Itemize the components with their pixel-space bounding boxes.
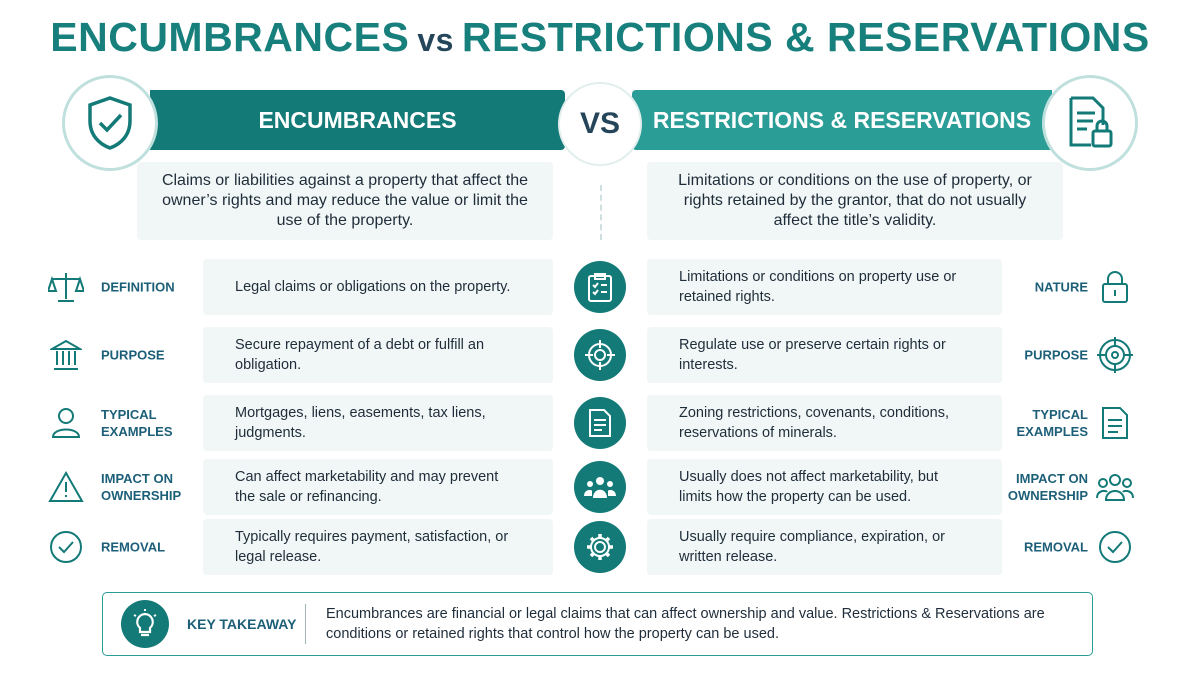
right-banner: RESTRICTIONS & RESERVATIONS (632, 90, 1052, 150)
row-left-text: Secure repayment of a debt or fulfill an… (203, 327, 553, 383)
row-right-icon (1096, 336, 1134, 374)
row-left-text: Legal claims or obligations on the prope… (203, 259, 553, 315)
row-center-icon (574, 261, 626, 313)
row-left-icon (48, 337, 84, 373)
row-right-icon (1096, 404, 1134, 442)
row-center-icon (574, 521, 626, 573)
row-left-label: IMPACT ON OWNERSHIP (101, 471, 182, 503)
right-description: Limitations or conditions on the use of … (647, 162, 1063, 240)
row-right-label: PURPOSE (1024, 347, 1088, 363)
row-right-label: TYPICAL EXAMPLES (1016, 407, 1088, 439)
row-left-label: PURPOSE (101, 347, 165, 363)
row-right-label: NATURE (1034, 279, 1088, 295)
left-description: Claims or liabilities against a property… (137, 162, 553, 240)
vs-badge: VS (558, 82, 642, 166)
row-center-icon (574, 461, 626, 513)
row-left-icon (48, 469, 84, 505)
row-left-text: Mortgages, liens, easements, tax liens, … (203, 395, 553, 451)
row-right-label: REMOVAL (1023, 539, 1088, 555)
row-left-icon (48, 269, 84, 305)
row-right-text: Limitations or conditions on property us… (647, 259, 1002, 315)
row-right-text: Usually does not affect marketability, b… (647, 459, 1002, 515)
title-left: ENCUMBRANCES (50, 14, 410, 60)
row-center-icon (574, 397, 626, 449)
row-right-icon (1096, 468, 1134, 506)
right-heading: RESTRICTIONS & RESERVATIONS (652, 106, 1032, 133)
title-vs: vs (417, 22, 454, 58)
row-right-text: Regulate use or preserve certain rights … (647, 327, 1002, 383)
title: ENCUMBRANCES vs RESTRICTIONS & RESERVATION… (0, 14, 1200, 61)
row-left-icon (48, 529, 84, 565)
row-center-icon (574, 329, 626, 381)
row-left-label: DEFINITION (101, 279, 175, 295)
divider (600, 185, 602, 240)
takeaway-label: KEY TAKEAWAY (187, 616, 297, 632)
title-right: RESTRICTIONS & RESERVATIONS (461, 14, 1150, 60)
document-lock-icon (1042, 75, 1138, 171)
row-right-text: Zoning restrictions, covenants, conditio… (647, 395, 1002, 451)
shield-icon (62, 75, 158, 171)
row-left-label: REMOVAL (101, 539, 166, 555)
left-heading: ENCUMBRANCES (258, 106, 457, 133)
takeaway-text: Encumbrances are financial or legal clai… (326, 606, 1045, 642)
row-left-text: Can affect marketability and may prevent… (203, 459, 553, 515)
row-right-label: IMPACT ON OWNERSHIP (1007, 471, 1088, 503)
row-right-icon (1096, 268, 1134, 306)
left-banner: ENCUMBRANCES (150, 90, 565, 150)
takeaway-divider (305, 604, 306, 644)
row-left-text: Typically requires payment, satisfaction… (203, 519, 553, 575)
row-left-label: TYPICAL EXAMPLES (101, 407, 173, 439)
row-right-icon (1096, 528, 1134, 566)
takeaway-box (102, 592, 1093, 656)
row-right-text: Usually require compliance, expiration, … (647, 519, 1002, 575)
row-left-icon (48, 405, 84, 441)
bulb-icon (121, 600, 169, 648)
vs-text: VS (579, 107, 621, 140)
